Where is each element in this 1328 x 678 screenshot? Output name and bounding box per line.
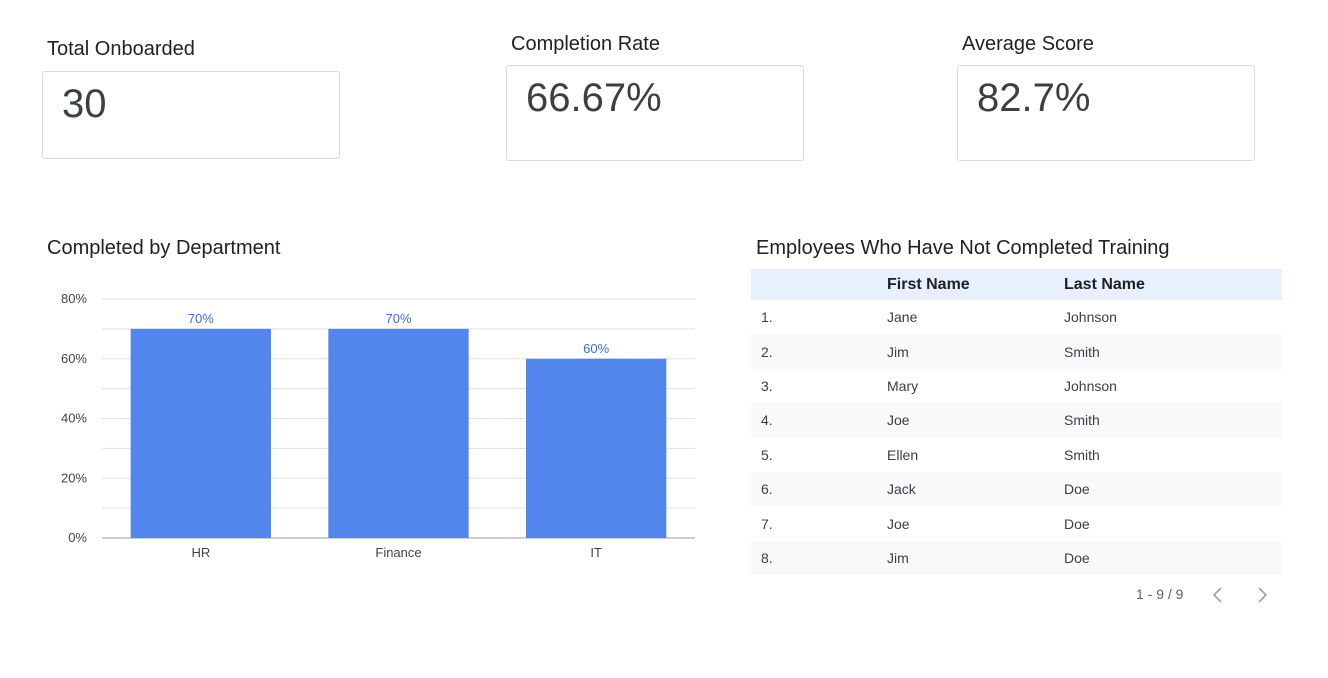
employees-table: First Name Last Name 1. Jane Johnson 2. Jim S… (751, 269, 1282, 576)
y-tick-label: 60% (61, 351, 87, 366)
previous-page-button[interactable] (1206, 583, 1230, 607)
table-row: 3. Mary Johnson (751, 369, 1282, 403)
y-tick-label: 0% (68, 530, 87, 545)
kpi-label: Total Onboarded (47, 38, 195, 60)
kpi-value: 30 (62, 82, 107, 126)
chevron-right-icon (1258, 587, 1268, 603)
last-name-cell: Doe (1064, 549, 1090, 566)
last-name-cell: Smith (1064, 412, 1100, 429)
row-index: 7. (761, 515, 773, 532)
kpi-label: Average Score (962, 33, 1094, 55)
x-tick-label: HR (191, 545, 210, 560)
row-index: 3. (761, 377, 773, 394)
column-header-first-name[interactable]: First Name (887, 275, 970, 293)
x-tick-label: Finance (375, 545, 421, 560)
row-index: 5. (761, 446, 773, 463)
table-row: 6. Jack Doe (751, 471, 1282, 507)
last-name-cell: Doe (1064, 515, 1090, 532)
row-index: 2. (761, 343, 773, 360)
last-name-cell: Smith (1064, 446, 1100, 463)
pagination: 1 - 9 / 9 (1100, 583, 1280, 607)
first-name-cell: Jim (887, 549, 909, 566)
first-name-cell: Jack (887, 481, 916, 498)
bar (130, 328, 272, 538)
first-name-cell: Jane (887, 309, 918, 326)
column-header-last-name[interactable]: Last Name (1064, 275, 1145, 293)
chevron-left-icon (1212, 587, 1222, 603)
bar-data-label: 70% (188, 311, 214, 326)
bar (525, 358, 667, 538)
table-title: Employees Who Have Not Completed Trainin… (756, 237, 1170, 259)
table-row: 5. Ellen Smith (751, 438, 1282, 472)
first-name-cell: Mary (887, 377, 919, 394)
last-name-cell: Johnson (1064, 309, 1117, 326)
y-tick-label: 80% (61, 291, 87, 306)
table-row: 2. Jim Smith (751, 334, 1282, 369)
first-name-cell: Ellen (887, 446, 919, 463)
kpi-box: 30 (42, 71, 340, 159)
kpi-value: 66.67% (526, 76, 662, 120)
last-name-cell: Smith (1064, 343, 1100, 360)
bar-chart: 0% 20% 40% 60% 80% 70% HR 70% Finance 60% IT (61, 291, 695, 560)
table-header-row: First Name Last Name (751, 269, 1282, 300)
last-name-cell: Johnson (1064, 377, 1117, 394)
table-row: 1. Jane Johnson (751, 300, 1282, 334)
pagination-range: 1 - 9 / 9 (1136, 586, 1184, 602)
row-index: 4. (761, 412, 773, 429)
first-name-cell: Joe (887, 412, 910, 429)
kpi-label: Completion Rate (511, 33, 660, 55)
chart-title: Completed by Department (47, 237, 281, 259)
kpi-value: 82.7% (977, 76, 1091, 120)
table-row: 8. Jim Doe (751, 540, 1282, 576)
y-tick-label: 40% (61, 411, 87, 426)
first-name-cell: Joe (887, 515, 910, 532)
bar-data-label: 70% (385, 311, 411, 326)
y-tick-label: 20% (61, 470, 87, 485)
row-index: 8. (761, 549, 773, 566)
x-tick-label: IT (590, 545, 602, 560)
table-row: 4. Joe Smith (751, 403, 1282, 438)
table-row: 7. Joe Doe (751, 506, 1282, 540)
bar-data-label: 60% (583, 341, 609, 356)
row-index: 1. (761, 309, 773, 326)
bar (328, 328, 469, 538)
kpi-box: 66.67% (506, 65, 804, 161)
first-name-cell: Jim (887, 343, 909, 360)
row-index: 6. (761, 481, 773, 498)
next-page-button[interactable] (1250, 583, 1274, 607)
kpi-box: 82.7% (957, 65, 1255, 161)
last-name-cell: Doe (1064, 481, 1090, 498)
